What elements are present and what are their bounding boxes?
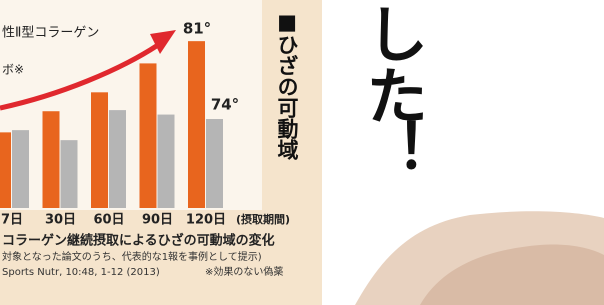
- bar: [0, 132, 11, 208]
- bar: [140, 63, 157, 208]
- x-tick-label: 30日: [45, 213, 76, 228]
- bar: [158, 115, 175, 208]
- ad: 性Ⅱ型コラーゲン ボ※ (摂取期間) コラーゲン継続摂取によるひざの可動域の変化…: [0, 0, 604, 305]
- x-tick-label: 60日: [93, 213, 124, 228]
- bar: [43, 111, 60, 208]
- page: 性Ⅱ型コラーゲン ボ※ (摂取期間) コラーゲン継続摂取によるひざの可動域の変化…: [0, 0, 604, 305]
- x-axis-label: (摂取期間): [236, 212, 290, 226]
- bar: [91, 92, 108, 208]
- chart-title: コラーゲン継続摂取によるひざの可動域の変化: [2, 233, 275, 249]
- bar: [61, 140, 78, 208]
- legend-label: 性Ⅱ型コラーゲン: [2, 26, 99, 41]
- value-label: 81°: [183, 20, 211, 38]
- headline: した: [356, 2, 429, 126]
- x-tick-label: 120日: [186, 213, 226, 228]
- headline-mark: ！: [356, 118, 429, 180]
- value-label: 74°: [211, 96, 239, 114]
- x-tick-label: 7日: [1, 213, 23, 228]
- side-title: ■ひざの可動域: [275, 10, 299, 160]
- note: Sports Nutr, 10:48, 1-12 (2013): [2, 267, 160, 278]
- bar: [188, 41, 205, 208]
- legend-label: ボ※: [2, 63, 24, 77]
- bar: [12, 130, 29, 208]
- note: ※効果のない偽薬: [205, 265, 283, 278]
- bar: [206, 119, 223, 208]
- note: 対象となった論文のうち、代表的な1報を事例として提示): [2, 250, 262, 263]
- bar: [109, 110, 126, 208]
- x-tick-label: 90日: [142, 213, 173, 228]
